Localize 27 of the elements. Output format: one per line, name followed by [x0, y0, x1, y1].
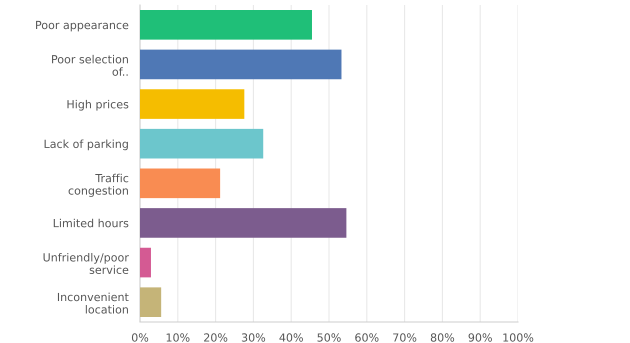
- x-tick-label: 10%: [166, 333, 190, 342]
- y-tick-label: High prices: [67, 100, 128, 111]
- x-tick-label: 0%: [132, 333, 148, 342]
- x-tick-label: 20%: [204, 333, 228, 342]
- x-tick-label: 90%: [468, 333, 492, 342]
- y-tick-label: Poor appearance: [36, 20, 128, 32]
- bar: [140, 128, 264, 159]
- bar: [140, 89, 244, 119]
- bar: [140, 50, 342, 80]
- bar: [140, 208, 346, 238]
- bar: [140, 248, 151, 278]
- y-tick-label: Inconvenient location: [58, 292, 129, 314]
- bar: [140, 168, 220, 198]
- x-tick-label: 60%: [355, 333, 379, 342]
- bar: [140, 10, 312, 40]
- x-tick-label: 100%: [503, 333, 534, 342]
- x-tick-label: 30%: [242, 333, 266, 342]
- x-tick-label: 80%: [430, 333, 454, 342]
- x-tick-label: 70%: [393, 333, 416, 342]
- x-tick-label: 40%: [279, 333, 303, 342]
- y-tick-label: Lack of parking: [44, 139, 128, 150]
- y-tick-label: Limited hours: [54, 218, 128, 228]
- bar: [140, 287, 162, 318]
- y-tick-label: Traffic congestion: [68, 174, 128, 197]
- y-tick-label: Poor selection of..: [52, 54, 128, 76]
- x-tick-label: 50%: [318, 333, 341, 342]
- y-tick-label: Unfriendly/poor service: [44, 252, 129, 274]
